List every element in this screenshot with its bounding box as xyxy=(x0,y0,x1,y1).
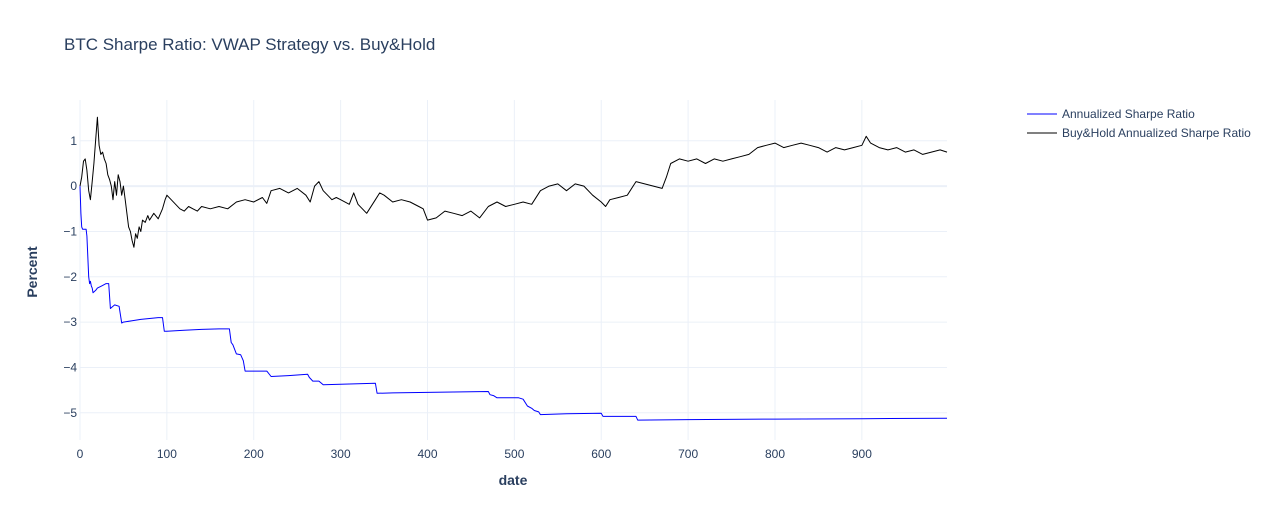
y-tick-label: −4 xyxy=(63,360,77,374)
chart-title: BTC Sharpe Ratio: VWAP Strategy vs. Buy&… xyxy=(64,35,435,54)
x-axis-label: date xyxy=(499,472,528,488)
x-tick-label: 200 xyxy=(244,447,264,461)
y-axis-ticks: 1 0 −1 −2 −3 −4 −5 xyxy=(63,134,77,420)
x-axis-ticks: 0 100 200 300 400 500 600 700 800 900 xyxy=(77,447,873,461)
series-line-strategy xyxy=(79,186,948,421)
x-tick-label: 300 xyxy=(331,447,351,461)
legend-label-strategy: Annualized Sharpe Ratio xyxy=(1062,107,1195,121)
x-tick-label: 500 xyxy=(504,447,524,461)
x-tick-label: 100 xyxy=(157,447,177,461)
y-tick-label: 1 xyxy=(70,134,77,148)
y-tick-label: −5 xyxy=(63,406,77,420)
legend-label-buyhold: Buy&Hold Annualized Sharpe Ratio xyxy=(1062,126,1251,140)
y-axis-label: Percent xyxy=(24,246,40,298)
legend-item-strategy[interactable]: Annualized Sharpe Ratio xyxy=(1027,107,1195,121)
x-tick-label: 0 xyxy=(77,447,84,461)
y-tick-label: −1 xyxy=(63,224,77,238)
x-tick-label: 400 xyxy=(417,447,437,461)
x-tick-label: 600 xyxy=(591,447,611,461)
y-tick-label: −3 xyxy=(63,315,77,329)
x-tick-label: 900 xyxy=(852,447,872,461)
x-tick-label: 800 xyxy=(765,447,785,461)
legend[interactable]: Annualized Sharpe Ratio Buy&Hold Annuali… xyxy=(1027,107,1251,140)
y-tick-label: −2 xyxy=(63,270,77,284)
y-tick-label: 0 xyxy=(70,179,77,193)
x-tick-label: 700 xyxy=(678,447,698,461)
legend-item-buyhold[interactable]: Buy&Hold Annualized Sharpe Ratio xyxy=(1027,126,1251,140)
plot-area xyxy=(79,116,948,421)
grid xyxy=(79,100,947,440)
series-line-buyhold xyxy=(79,116,948,248)
